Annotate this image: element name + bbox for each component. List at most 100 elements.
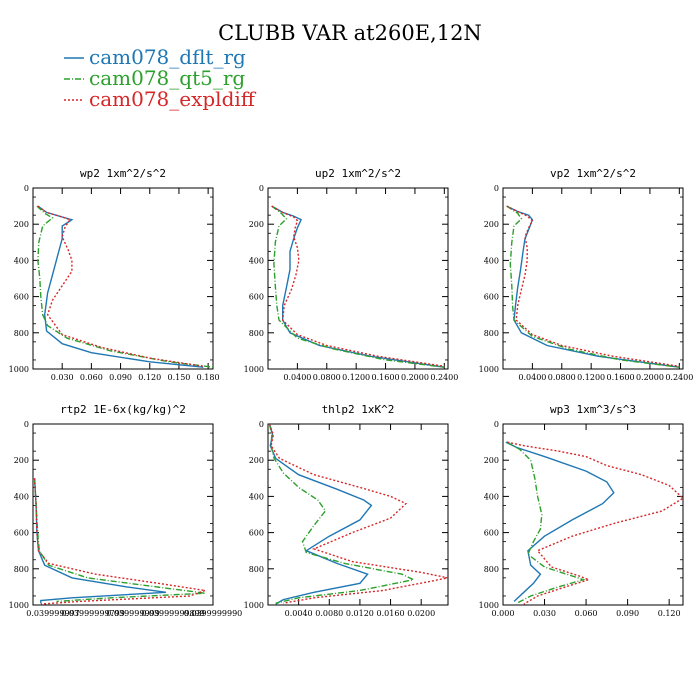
panels: wp2 1xm^2/s^2 0 200 400 600 800 1000 0.030 0.060…	[9, 167, 694, 618]
panel-1: wp2 1xm^2/s^2 0 200 400 600 800 1000 0.030 0.060…	[9, 167, 220, 382]
x-tick-label: 0.1600	[607, 373, 635, 382]
y-tick-label: 0	[494, 184, 499, 193]
panel-title: up2 1xm^2/s^2	[315, 167, 401, 180]
x-tick-label: 0.0400	[283, 373, 311, 382]
x-tick-label: 0.0080	[315, 609, 343, 618]
y-tick-label: 200	[484, 220, 499, 229]
y-tick-label: 200	[14, 220, 29, 229]
x-tick-label: 0.090	[109, 373, 132, 382]
y-tick-label: 200	[249, 220, 264, 229]
x-tick-label: 0.2000	[636, 373, 664, 382]
x-tick-label: 0.150	[167, 373, 190, 382]
x-tick-label: 0.1600	[372, 373, 400, 382]
y-tick-label: 0	[259, 420, 264, 429]
y-tick-label: 400	[14, 492, 29, 501]
panel-4: rtp2 1E-6x(kg/kg)^2020040060080010000.03…	[9, 403, 243, 618]
y-tick-label: 1000	[244, 365, 264, 374]
y-tick-label: 1000	[479, 365, 499, 374]
x-tick-label: 0.0800	[313, 373, 341, 382]
panel-frame	[502, 187, 684, 370]
x-tick-label: 0.120	[138, 373, 161, 382]
figure-title: CLUBB VAR at260E,12N	[218, 21, 482, 45]
x-tick-label: 0.1200	[342, 373, 370, 382]
series-cam078_dflt_rg	[506, 205, 680, 368]
x-tick-label: 0.039999997	[26, 609, 79, 618]
series-cam078_qt5_rg	[506, 441, 586, 604]
y-tick-label: 400	[14, 256, 29, 265]
y-tick-label: 800	[249, 565, 264, 574]
y-tick-label: 800	[14, 565, 29, 574]
y-tick-label: 600	[484, 293, 499, 302]
series-cam078_dflt_rg	[505, 441, 615, 602]
y-tick-label: 800	[484, 329, 499, 338]
y-tick-label: 800	[14, 329, 29, 338]
y-tick-label: 600	[484, 529, 499, 538]
x-tick-label: 0.060	[575, 609, 598, 618]
panel-2: up2 1xm^2/s^2 0 200 400 600 800 1000 0.0400 0.08…	[244, 167, 459, 382]
panel-frame	[32, 423, 214, 606]
x-tick-label: 0.0160	[377, 609, 405, 618]
panel-3: vp2 1xm^2/s^2 0 200 400 600 800 1000 0.0400 0.08…	[479, 167, 694, 382]
y-tick-label: 200	[14, 456, 29, 465]
y-tick-label: 600	[249, 293, 264, 302]
x-tick-label: 0.090	[616, 609, 639, 618]
series-cam078_expldiff	[271, 205, 445, 367]
x-tick-label: 0.0200	[407, 609, 435, 618]
legend: cam078_dflt_rg cam078_qt5_rg cam078_expl…	[64, 45, 257, 111]
x-tick-label: 0.030	[51, 373, 74, 382]
x-tick-label: 0.0399999990	[184, 609, 243, 618]
series-cam078_qt5_rg	[271, 205, 445, 368]
series-cam078_dflt_rg	[37, 205, 204, 368]
y-tick-label: 0	[24, 184, 29, 193]
x-tick-label: 0.180	[197, 373, 220, 382]
panel-title: wp3 1xm^3/s^3	[550, 403, 636, 416]
x-tick-label: 0.120	[658, 609, 681, 618]
y-tick-label: 0	[494, 420, 499, 429]
panel-title: rtp2 1E-6x(kg/kg)^2	[60, 403, 186, 416]
series-cam078_expldiff	[507, 441, 683, 605]
legend-label-qt5: cam078_qt5_rg	[89, 66, 245, 90]
y-tick-label: 400	[484, 492, 499, 501]
y-tick-label: 200	[484, 456, 499, 465]
y-tick-label: 800	[484, 565, 499, 574]
y-tick-label: 1000	[9, 365, 29, 374]
series-cam078_expldiff	[268, 424, 448, 604]
series-cam078_qt5_rg	[268, 424, 416, 604]
y-tick-label: 600	[14, 529, 29, 538]
x-tick-label: 0.0800	[548, 373, 576, 382]
panel-5: thlp2 1xK^2 0 200 400 600 800 1000 0.0040 0.0080…	[244, 403, 449, 618]
x-tick-label: 0.030	[533, 609, 556, 618]
legend-label-dflt: cam078_dflt_rg	[89, 45, 246, 69]
x-tick-label: 0.0400	[518, 373, 546, 382]
series-cam078_expldiff	[33, 478, 206, 605]
x-tick-label: 0.0040	[285, 609, 313, 618]
y-tick-label: 1000	[9, 601, 29, 610]
x-tick-label: 0.000	[492, 609, 515, 618]
series-cam078_qt5_rg	[36, 205, 213, 368]
x-tick-label: 0.2000	[401, 373, 429, 382]
series-cam078_dflt_rg	[268, 424, 373, 605]
x-tick-label: 0.03999999899	[141, 609, 205, 618]
y-tick-label: 600	[249, 529, 264, 538]
y-tick-label: 1000	[244, 601, 264, 610]
series-cam078_expldiff	[506, 205, 680, 367]
series-cam078_dflt_rg	[271, 205, 445, 368]
panel-frame	[32, 187, 214, 370]
y-tick-label: 800	[249, 329, 264, 338]
panel-frame	[502, 423, 684, 606]
x-tick-label: 0.039999999	[106, 609, 159, 618]
x-tick-label: 0.0120	[346, 609, 374, 618]
x-tick-label: 0.060	[80, 373, 103, 382]
y-tick-label: 1000	[479, 601, 499, 610]
x-tick-label: 0.2400	[665, 373, 693, 382]
series-cam078_dflt_rg	[33, 478, 167, 604]
y-tick-label: 200	[249, 456, 264, 465]
legend-label-expldiff: cam078_expldiff	[89, 87, 257, 111]
series-cam078_qt5_rg	[506, 205, 680, 368]
y-tick-label: 400	[249, 256, 264, 265]
y-tick-label: 0	[259, 184, 264, 193]
x-tick-label: 0.2400	[430, 373, 458, 382]
x-tick-label: 0.1200	[577, 373, 605, 382]
panel-frame	[267, 187, 449, 370]
